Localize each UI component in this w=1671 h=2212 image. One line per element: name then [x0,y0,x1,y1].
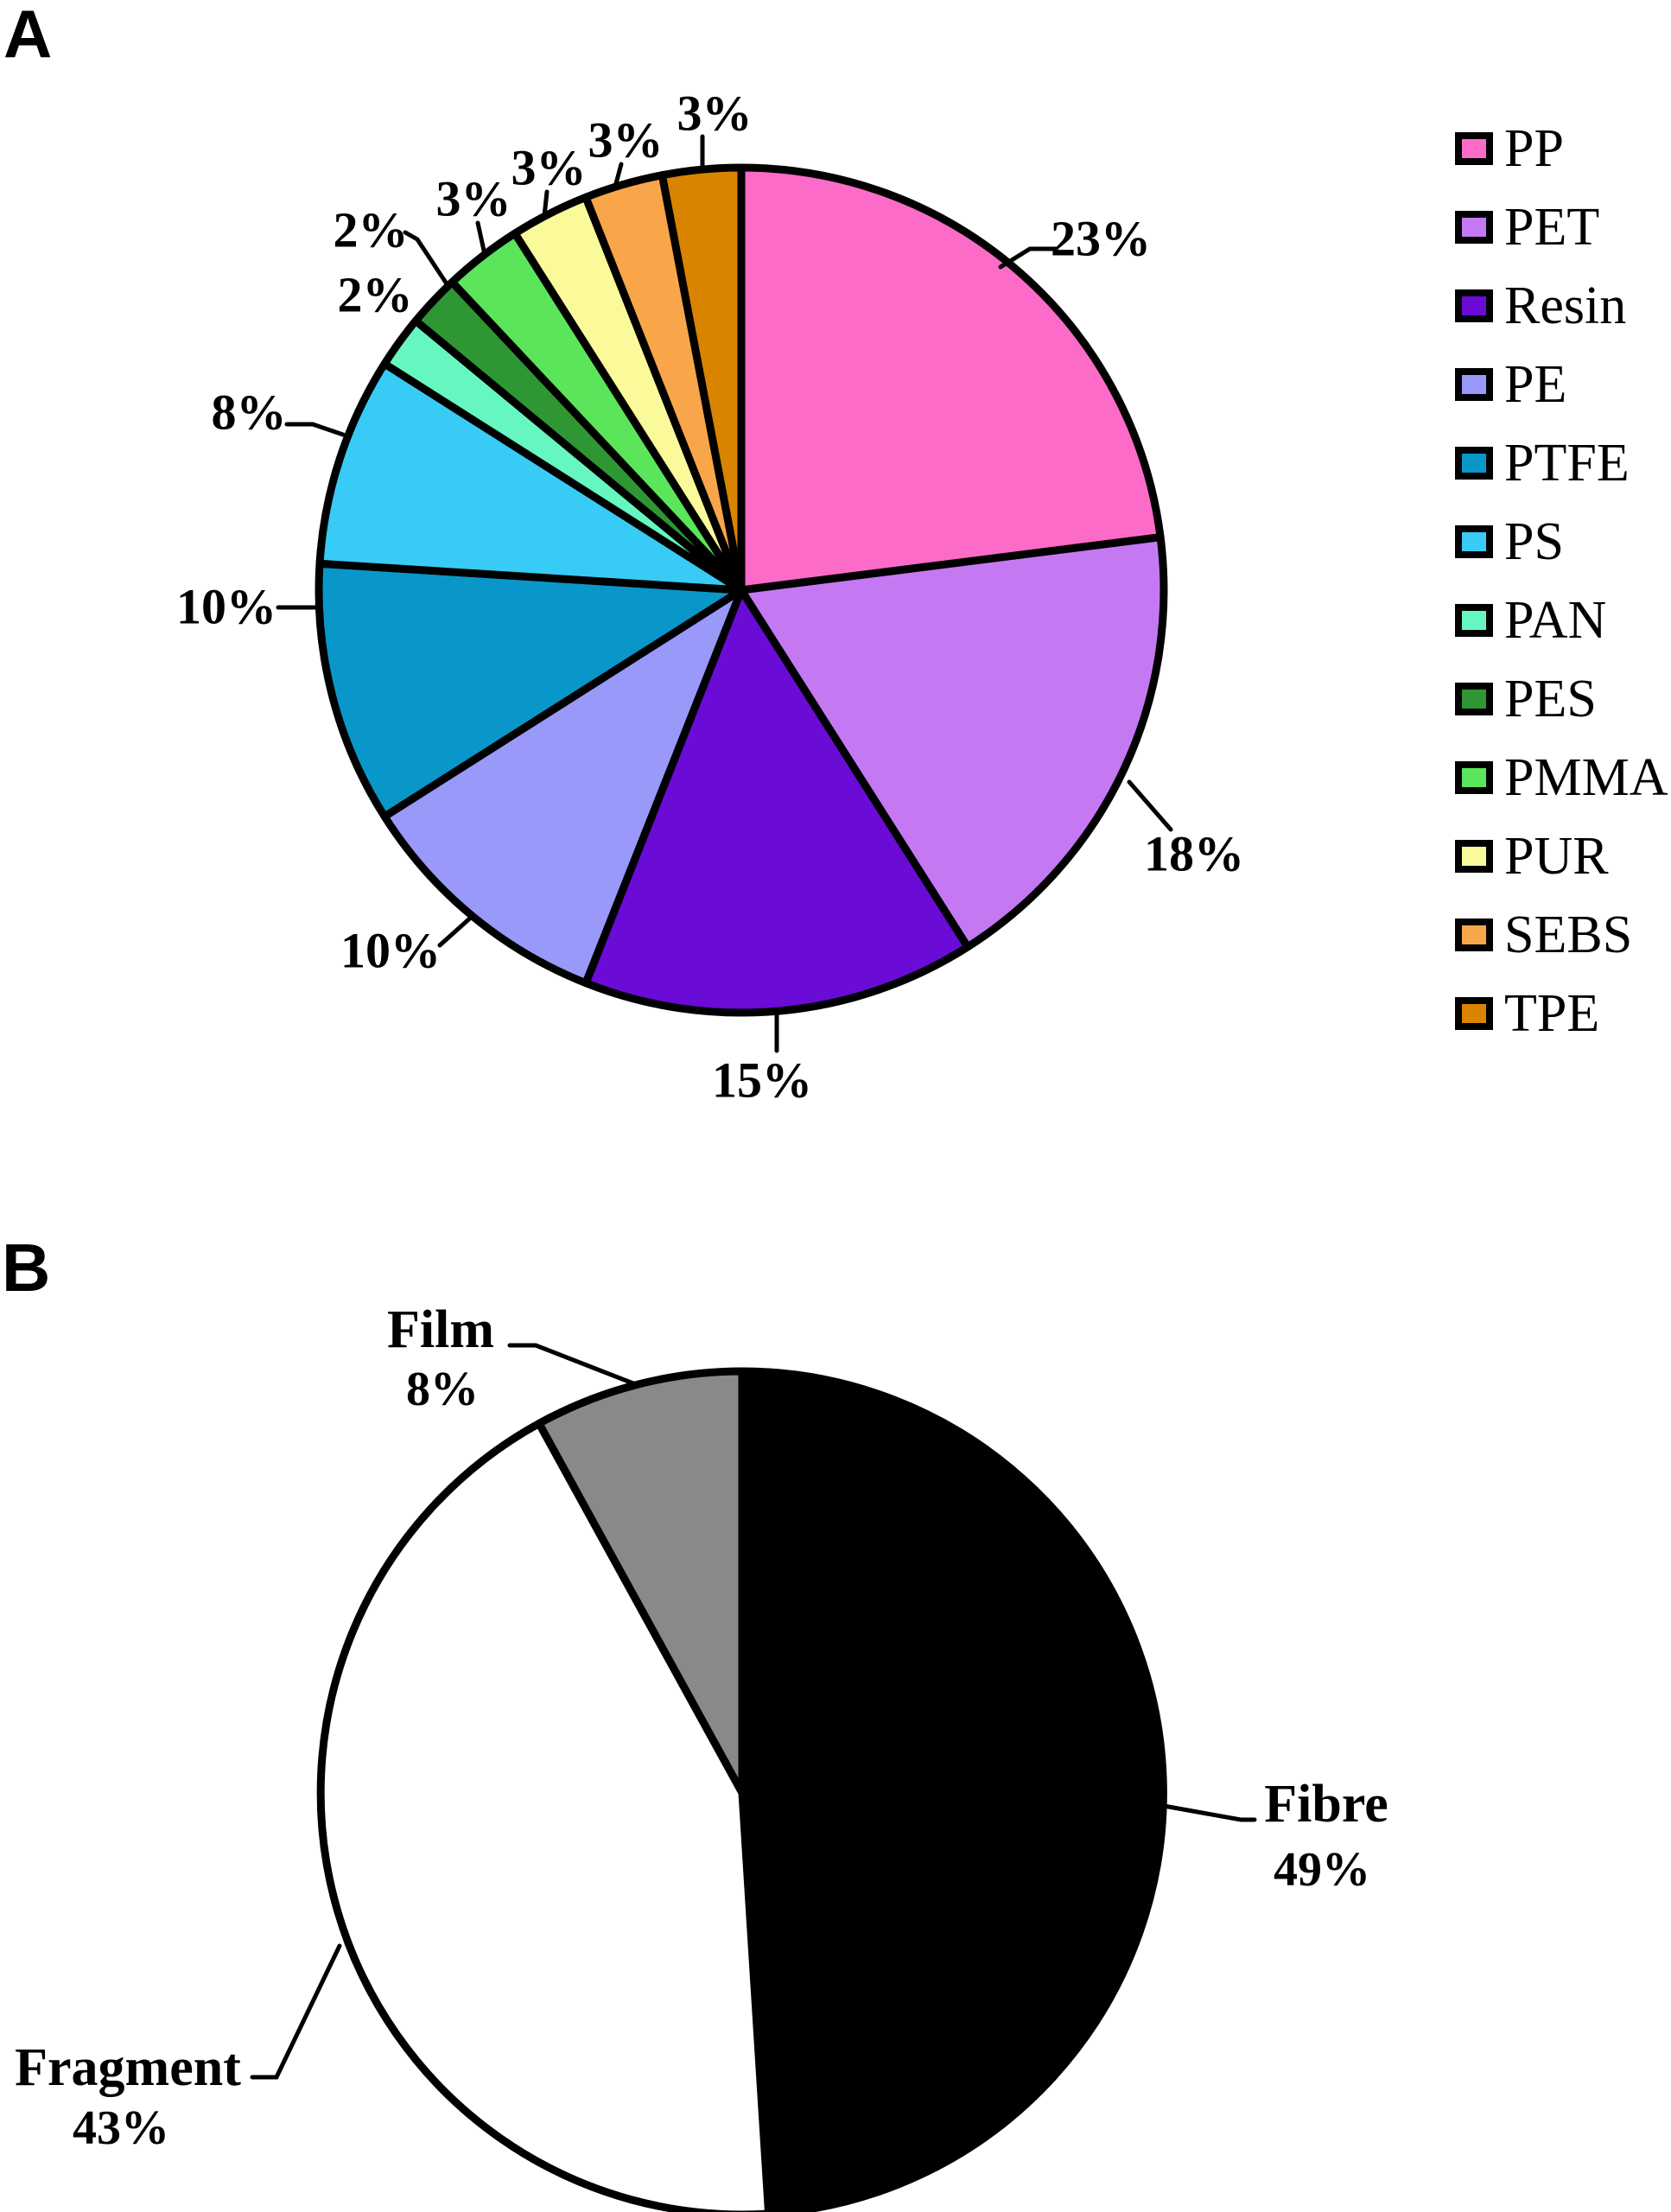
legend-label-SEBS: SEBS [1504,905,1633,964]
legend-item-PAN: PAN [1455,581,1668,659]
panel-a-legend: PP PET Resin PE PTFE PS PAN PES PMMA PUR SEBS TPE [1455,109,1668,1052]
leader-line-Fibre [1161,1803,1257,1822]
legend-swatch-Resin [1455,289,1493,322]
slice-name-label-Film: Film [387,1300,494,1359]
legend-item-PET: PET [1455,188,1668,266]
legend-item-PS: PS [1455,502,1668,581]
legend-item-TPE: TPE [1455,974,1668,1052]
legend-item-Resin: Resin [1455,266,1668,345]
slice-value-label-PP: 23% [1051,211,1151,267]
legend-swatch-PS [1455,524,1493,558]
panel-a-letter: A [3,0,53,72]
slice-value-label-Fragment: 43% [73,2101,169,2155]
legend-label-PMMA: PMMA [1504,747,1668,807]
leader-line-PMMA [475,220,486,253]
legend-label-PP: PP [1504,118,1564,178]
leader-line-Fragment [250,1943,342,2080]
leader-line-PES [403,230,450,288]
legend-label-PE: PE [1504,354,1567,414]
legend-item-PTFE: PTFE [1455,423,1668,502]
legend-label-PET: PET [1504,197,1600,257]
panel-a-pie-chart: 23%18%15%10%10%8%2%2%3%3% 3% 3% [176,86,1244,1109]
pie-slice-Fibre [738,1367,1167,2212]
slice-value-label-PS: 8% [212,385,287,441]
legend-label-PUR: PUR [1504,826,1609,886]
pie-slice-Fragment [316,1419,772,2212]
legend-item-SEBS: SEBS [1455,895,1668,974]
legend-swatch-PET [1455,210,1493,244]
leader-line-PE [437,913,475,948]
legend-swatch-PES [1455,682,1493,715]
leader-line-PS [284,422,346,437]
slice-value-label-TPE: 3% [677,86,753,142]
slice-name-label-Fragment: Fragment [15,2038,241,2097]
slice-value-label-PET: 18% [1144,826,1244,882]
legend-label-TPE: TPE [1504,983,1600,1043]
pie-slice-PET [737,533,1168,951]
slice-value-label-Resin: 15% [712,1052,812,1109]
legend-swatch-TPE [1455,996,1493,1030]
legend-item-PES: PES [1455,659,1668,738]
legend-label-PES: PES [1504,669,1597,728]
pie-slice-Resin [581,586,972,1017]
panel-b-letter: B [2,1230,51,1306]
slice-value-label-PMMA: 3% [436,171,511,227]
legend-swatch-PAN [1455,603,1493,637]
pie-slice-PP [737,163,1165,594]
pie-slice-PS [315,359,746,594]
legend-swatch-PTFE [1455,446,1493,480]
leader-line-PET [1127,779,1173,832]
leader-line-SEBS [613,162,624,189]
slice-value-label-PTFE: 10% [176,579,276,635]
legend-swatch-SEBS [1455,918,1493,951]
slice-name-label-Fibre: Fibre [1264,1775,1388,1834]
slice-value-label-PES: 2% [334,202,409,258]
slice-value-label-PE: 10% [340,923,441,979]
leader-line-Film [507,1343,640,1388]
slice-value-label-SEBS: 3% [588,112,664,168]
legend-swatch-PE [1455,367,1493,401]
legend-label-PS: PS [1504,512,1564,571]
legend-item-PE: PE [1455,345,1668,423]
pie-slice-PTFE [315,559,746,821]
legend-label-PAN: PAN [1504,590,1607,650]
slice-value-label-PAN: 2% [338,267,413,323]
legend-item-PUR: PUR [1455,817,1668,895]
legend-label-Resin: Resin [1504,276,1627,335]
legend-swatch-PP [1455,131,1493,165]
leader-line-PUR [542,189,550,219]
slice-value-label-Fibre: 49% [1274,1843,1370,1897]
slice-value-label-Film: 8% [406,1363,479,1416]
leader-line-PP [998,246,1058,270]
legend-swatch-PMMA [1455,760,1493,794]
legend-item-PP: PP [1455,109,1668,188]
slice-value-label-PUR: 3% [511,140,587,196]
legend-label-PTFE: PTFE [1504,433,1630,493]
legend-swatch-PUR [1455,839,1493,873]
legend-item-PMMA: PMMA [1455,738,1668,817]
